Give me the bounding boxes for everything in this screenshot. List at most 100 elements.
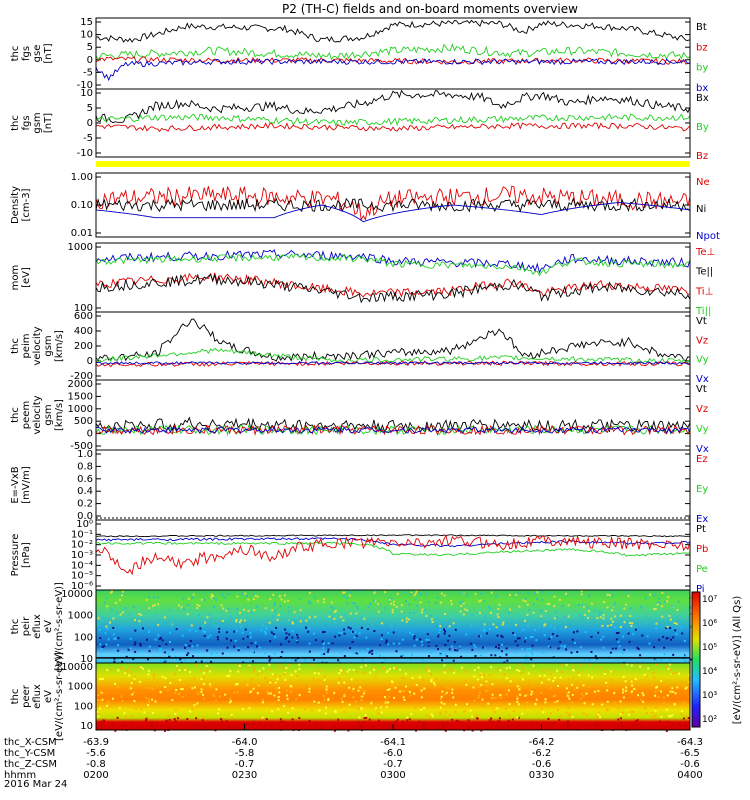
- ytick-p7-4: 0.2: [77, 499, 93, 510]
- heatmap-cell: [184, 682, 187, 685]
- heatmap-cell: [295, 698, 298, 701]
- heatmap-cell: [358, 632, 361, 635]
- heatmap-cell: [106, 605, 109, 608]
- heatmap-cell: [256, 595, 259, 598]
- heatmap-cell: [165, 643, 168, 646]
- heatmap-cell: [106, 700, 109, 703]
- heatmap-cell: [522, 667, 525, 670]
- heatmap-cell: [628, 621, 631, 624]
- heatmap-cell: [174, 708, 177, 711]
- heatmap-cell: [421, 658, 424, 661]
- ytick-p8-5: 10⁻⁵: [71, 571, 93, 582]
- heatmap-cell: [515, 593, 518, 596]
- heatmap-cell: [293, 705, 296, 708]
- heatmap-cell: [388, 668, 391, 671]
- heatmap-cell: [497, 643, 500, 646]
- heatmap-cell: [568, 714, 571, 717]
- heatmap-cell: [106, 628, 109, 631]
- heatmap-cell: [567, 604, 570, 607]
- heatmap-cell: [138, 612, 141, 615]
- heatmap-cell: [291, 636, 294, 639]
- heatmap-cell: [676, 608, 679, 611]
- heatmap-cell: [220, 604, 223, 607]
- heatmap-cell: [198, 724, 201, 727]
- heatmap-cell: [430, 678, 433, 681]
- heatmap-cell: [610, 617, 613, 620]
- heatmap-cell: [518, 614, 521, 617]
- heatmap-cell: [215, 652, 218, 655]
- heatmap-cell: [566, 721, 569, 724]
- heatmap-cell: [385, 705, 388, 708]
- heatmap-cell: [163, 651, 166, 654]
- ytick-p5-0: 600: [74, 311, 93, 322]
- heatmap-cell: [538, 675, 541, 678]
- legend-p7-0: Ez: [696, 454, 708, 465]
- heatmap-cell: [250, 690, 253, 693]
- heatmap-cell: [572, 676, 575, 679]
- heatmap-cell: [519, 686, 522, 689]
- heatmap-cell: [486, 632, 489, 635]
- heatmap-cell: [423, 706, 426, 709]
- heatmap-cell: [632, 724, 635, 727]
- heatmap-cell: [259, 716, 262, 719]
- heatmap-cell: [364, 690, 367, 693]
- heatmap-cell: [349, 594, 352, 597]
- heatmap-cell: [420, 640, 423, 643]
- heatmap-cell: [623, 648, 626, 651]
- heatmap-cell: [459, 720, 462, 723]
- heatmap-cell: [555, 610, 558, 613]
- panel-p5: thc peim velocity gsm [km/s]6004002000-200Vt…: [10, 311, 709, 385]
- heatmap-cell: [420, 593, 423, 596]
- heatmap-cell: [144, 719, 147, 722]
- heatmap-cell: [492, 623, 495, 626]
- heatmap-cell: [631, 622, 634, 625]
- heatmap-cell: [579, 614, 582, 617]
- heatmap-cell: [671, 722, 674, 725]
- heatmap-cell: [153, 673, 156, 676]
- heatmap-cell: [681, 710, 684, 713]
- heatmap-cell: [530, 690, 533, 693]
- heatmap-cell: [591, 703, 594, 706]
- heatmap-cell: [524, 658, 527, 661]
- heatmap-cell: [437, 647, 440, 650]
- heatmap-cell: [420, 708, 423, 711]
- series-p4-blue-0: [95, 249, 691, 274]
- colorbar-tick-1: 10⁶: [702, 619, 717, 629]
- heatmap-cell: [235, 618, 238, 621]
- heatmap-cell: [396, 718, 399, 721]
- heatmap-cell: [580, 697, 583, 700]
- series-p3-black-1: [95, 197, 691, 213]
- heatmap-cell: [282, 704, 285, 707]
- heatmap-cell: [496, 707, 499, 710]
- heatmap-cell: [333, 617, 336, 620]
- xrow-label-3: hhmm: [4, 770, 36, 781]
- heatmap-cell: [522, 599, 525, 602]
- heatmap-cell: [283, 594, 286, 597]
- heatmap-cell: [343, 632, 346, 635]
- heatmap-cell: [411, 677, 414, 680]
- heatmap-cell: [273, 652, 276, 655]
- heatmap-cell: [553, 721, 556, 724]
- heatmap-cell: [254, 594, 257, 597]
- heatmap-cell: [516, 700, 519, 703]
- heatmap-cell: [532, 664, 535, 667]
- xrow-value-2-0: -0.8: [86, 759, 106, 770]
- heatmap-cell: [277, 699, 280, 702]
- heatmap-cell: [350, 726, 353, 729]
- heatmap-cell: [672, 636, 675, 639]
- xrow-label-2: thc_Z-CSM: [4, 759, 57, 770]
- heatmap-cell: [209, 683, 212, 686]
- heatmap-cell: [138, 620, 141, 623]
- heatmap-cell: [500, 696, 503, 699]
- heatmap-cell: [578, 673, 581, 676]
- heatmap-cell: [418, 676, 421, 679]
- heatmap-cell: [556, 634, 559, 637]
- heatmap-cell: [651, 716, 654, 719]
- heatmap-cell: [196, 607, 199, 610]
- heatmap-cell: [443, 671, 446, 674]
- heatmap-cell: [141, 617, 144, 620]
- heatmap-cell: [652, 671, 655, 674]
- heatmap-cell: [516, 697, 519, 700]
- heatmap-cell: [579, 646, 582, 649]
- heatmap-cell: [168, 718, 171, 721]
